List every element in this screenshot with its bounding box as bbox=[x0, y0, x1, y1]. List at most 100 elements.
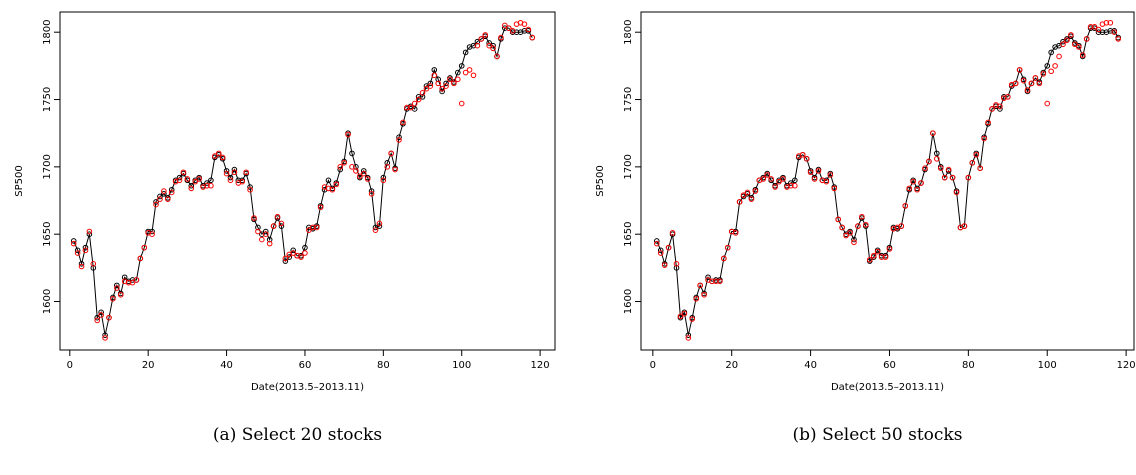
data-point bbox=[985, 119, 991, 126]
data-point bbox=[910, 178, 916, 185]
data-point bbox=[772, 184, 778, 190]
data-point bbox=[208, 182, 214, 189]
data-point bbox=[223, 170, 230, 177]
data-point bbox=[176, 174, 183, 181]
data-point bbox=[149, 231, 155, 237]
data-point bbox=[282, 255, 289, 262]
data-point bbox=[953, 189, 960, 196]
data-point bbox=[70, 238, 77, 244]
data-point bbox=[404, 104, 410, 111]
data-point bbox=[78, 261, 85, 267]
data-point bbox=[106, 314, 112, 321]
data-point bbox=[1044, 63, 1051, 69]
data-point bbox=[1004, 94, 1011, 100]
data-point bbox=[486, 42, 492, 49]
data-point bbox=[653, 238, 660, 244]
data-point bbox=[653, 240, 660, 247]
data-point bbox=[505, 25, 512, 31]
data-point bbox=[384, 164, 391, 170]
data-point bbox=[423, 85, 430, 92]
data-point bbox=[981, 135, 987, 142]
data-point bbox=[94, 317, 101, 324]
data-point bbox=[188, 182, 195, 189]
y-tick-label: 1650 bbox=[623, 221, 634, 246]
data-point bbox=[1060, 41, 1066, 48]
data-point bbox=[914, 186, 920, 193]
data-point bbox=[231, 166, 238, 173]
data-point bbox=[673, 261, 680, 267]
caption: (b) Select 50 stocks bbox=[793, 425, 963, 445]
data-point bbox=[161, 190, 167, 197]
data-point bbox=[396, 134, 402, 141]
data-point bbox=[657, 247, 664, 254]
data-point bbox=[255, 228, 261, 235]
y-tick-label: 1700 bbox=[623, 154, 634, 179]
x-axis-label: Date(2013.5–2013.11) bbox=[831, 382, 944, 393]
data-point bbox=[922, 165, 928, 172]
data-point bbox=[427, 80, 434, 87]
data-point bbox=[1091, 24, 1098, 30]
data-point bbox=[1040, 71, 1047, 77]
data-point bbox=[807, 169, 814, 176]
data-point bbox=[121, 274, 128, 281]
data-point bbox=[435, 76, 442, 83]
x-tick-label: 40 bbox=[220, 360, 233, 371]
data-point bbox=[212, 153, 218, 159]
data-point bbox=[262, 231, 269, 237]
data-point bbox=[392, 166, 398, 173]
data-point bbox=[949, 174, 956, 181]
x-tick-label: 0 bbox=[650, 360, 656, 371]
data-point bbox=[1028, 80, 1035, 87]
y-tick-label: 1600 bbox=[42, 289, 53, 314]
caption: (a) Select 20 stocks bbox=[213, 425, 382, 445]
data-point bbox=[157, 196, 163, 202]
x-tick-label: 100 bbox=[452, 360, 471, 371]
data-point bbox=[333, 181, 340, 188]
data-point bbox=[839, 224, 845, 231]
data-point bbox=[965, 174, 972, 181]
data-point bbox=[882, 254, 889, 260]
data-point bbox=[788, 182, 794, 189]
data-point bbox=[129, 277, 136, 283]
data-point bbox=[259, 231, 265, 237]
data-point bbox=[1052, 63, 1058, 69]
data-point bbox=[188, 185, 195, 192]
data-point bbox=[98, 312, 104, 318]
data-point bbox=[360, 168, 367, 174]
data-point bbox=[780, 176, 786, 182]
data-point bbox=[1111, 29, 1118, 35]
data-point bbox=[930, 130, 936, 136]
data-point bbox=[278, 220, 285, 227]
data-point bbox=[141, 244, 148, 251]
data-point bbox=[302, 250, 308, 256]
data-point bbox=[431, 67, 438, 73]
data-point bbox=[439, 85, 445, 92]
data-point bbox=[439, 88, 445, 95]
data-point bbox=[748, 196, 755, 202]
data-point bbox=[847, 230, 853, 236]
data-point bbox=[219, 154, 226, 161]
data-point bbox=[70, 240, 77, 247]
data-point bbox=[74, 247, 81, 254]
data-point bbox=[482, 32, 489, 38]
data-point bbox=[529, 34, 536, 41]
data-point bbox=[168, 186, 175, 193]
data-point bbox=[411, 100, 418, 107]
data-point bbox=[125, 279, 132, 286]
data-point bbox=[419, 94, 426, 100]
data-point bbox=[831, 185, 838, 192]
data-point bbox=[870, 252, 877, 259]
data-point bbox=[94, 314, 101, 321]
data-point bbox=[388, 150, 394, 157]
y-tick-label: 1750 bbox=[42, 87, 53, 112]
data-point bbox=[86, 231, 93, 237]
data-point bbox=[168, 189, 175, 196]
data-point bbox=[396, 137, 402, 143]
data-point bbox=[372, 227, 379, 233]
data-point bbox=[721, 255, 727, 262]
data-point bbox=[353, 168, 359, 174]
data-point bbox=[176, 177, 183, 184]
data-point bbox=[665, 244, 672, 251]
data-point bbox=[689, 316, 696, 322]
data-point bbox=[329, 186, 336, 193]
